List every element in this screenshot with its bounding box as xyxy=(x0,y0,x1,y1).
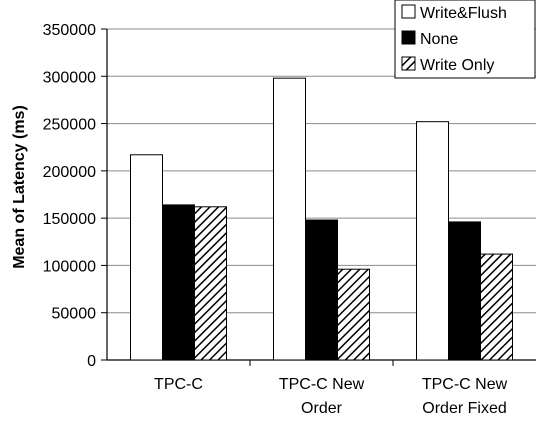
x-category-label: TPC-C New xyxy=(422,376,508,393)
bar-write-flush xyxy=(130,154,163,361)
y-tick-label: 350000 xyxy=(43,22,96,39)
bars xyxy=(130,77,513,361)
bar-write-flush xyxy=(273,77,306,361)
bar-none xyxy=(305,219,338,361)
y-tick-label: 50000 xyxy=(52,306,97,323)
legend-label: None xyxy=(420,31,458,48)
axis-labels: 0 50000 100000 150000 200000 250000 300000 3500… xyxy=(43,22,508,417)
y-tick-label: 0 xyxy=(87,353,96,370)
legend-swatch xyxy=(401,30,416,45)
x-category-label: Order xyxy=(301,400,343,417)
x-category-label: TPC-C New xyxy=(279,376,365,393)
legend-swatch xyxy=(401,4,416,19)
y-tick-label: 200000 xyxy=(43,164,96,181)
bar-write-only xyxy=(480,253,513,361)
legend-swatch xyxy=(401,56,416,71)
y-axis-title: Mean of Latency (ms) xyxy=(11,105,28,269)
bar-write-only xyxy=(194,206,227,361)
legend: Write&Flush None Write Only xyxy=(394,0,536,79)
bar-write-flush xyxy=(416,121,449,361)
legend-box xyxy=(394,0,536,79)
x-category-label: Order Fixed xyxy=(422,400,506,417)
legend-label: Write&Flush xyxy=(420,5,507,22)
bar-none xyxy=(162,204,195,361)
y-tick-label: 250000 xyxy=(43,117,96,134)
x-category-label: TPC-C xyxy=(154,376,203,393)
bar-none xyxy=(448,221,481,361)
y-tick-label: 300000 xyxy=(43,69,96,86)
bar-write-only xyxy=(337,268,370,361)
y-tick-label: 100000 xyxy=(43,258,96,275)
legend-label: Write Only xyxy=(420,57,494,74)
y-tick-label: 150000 xyxy=(43,211,96,228)
